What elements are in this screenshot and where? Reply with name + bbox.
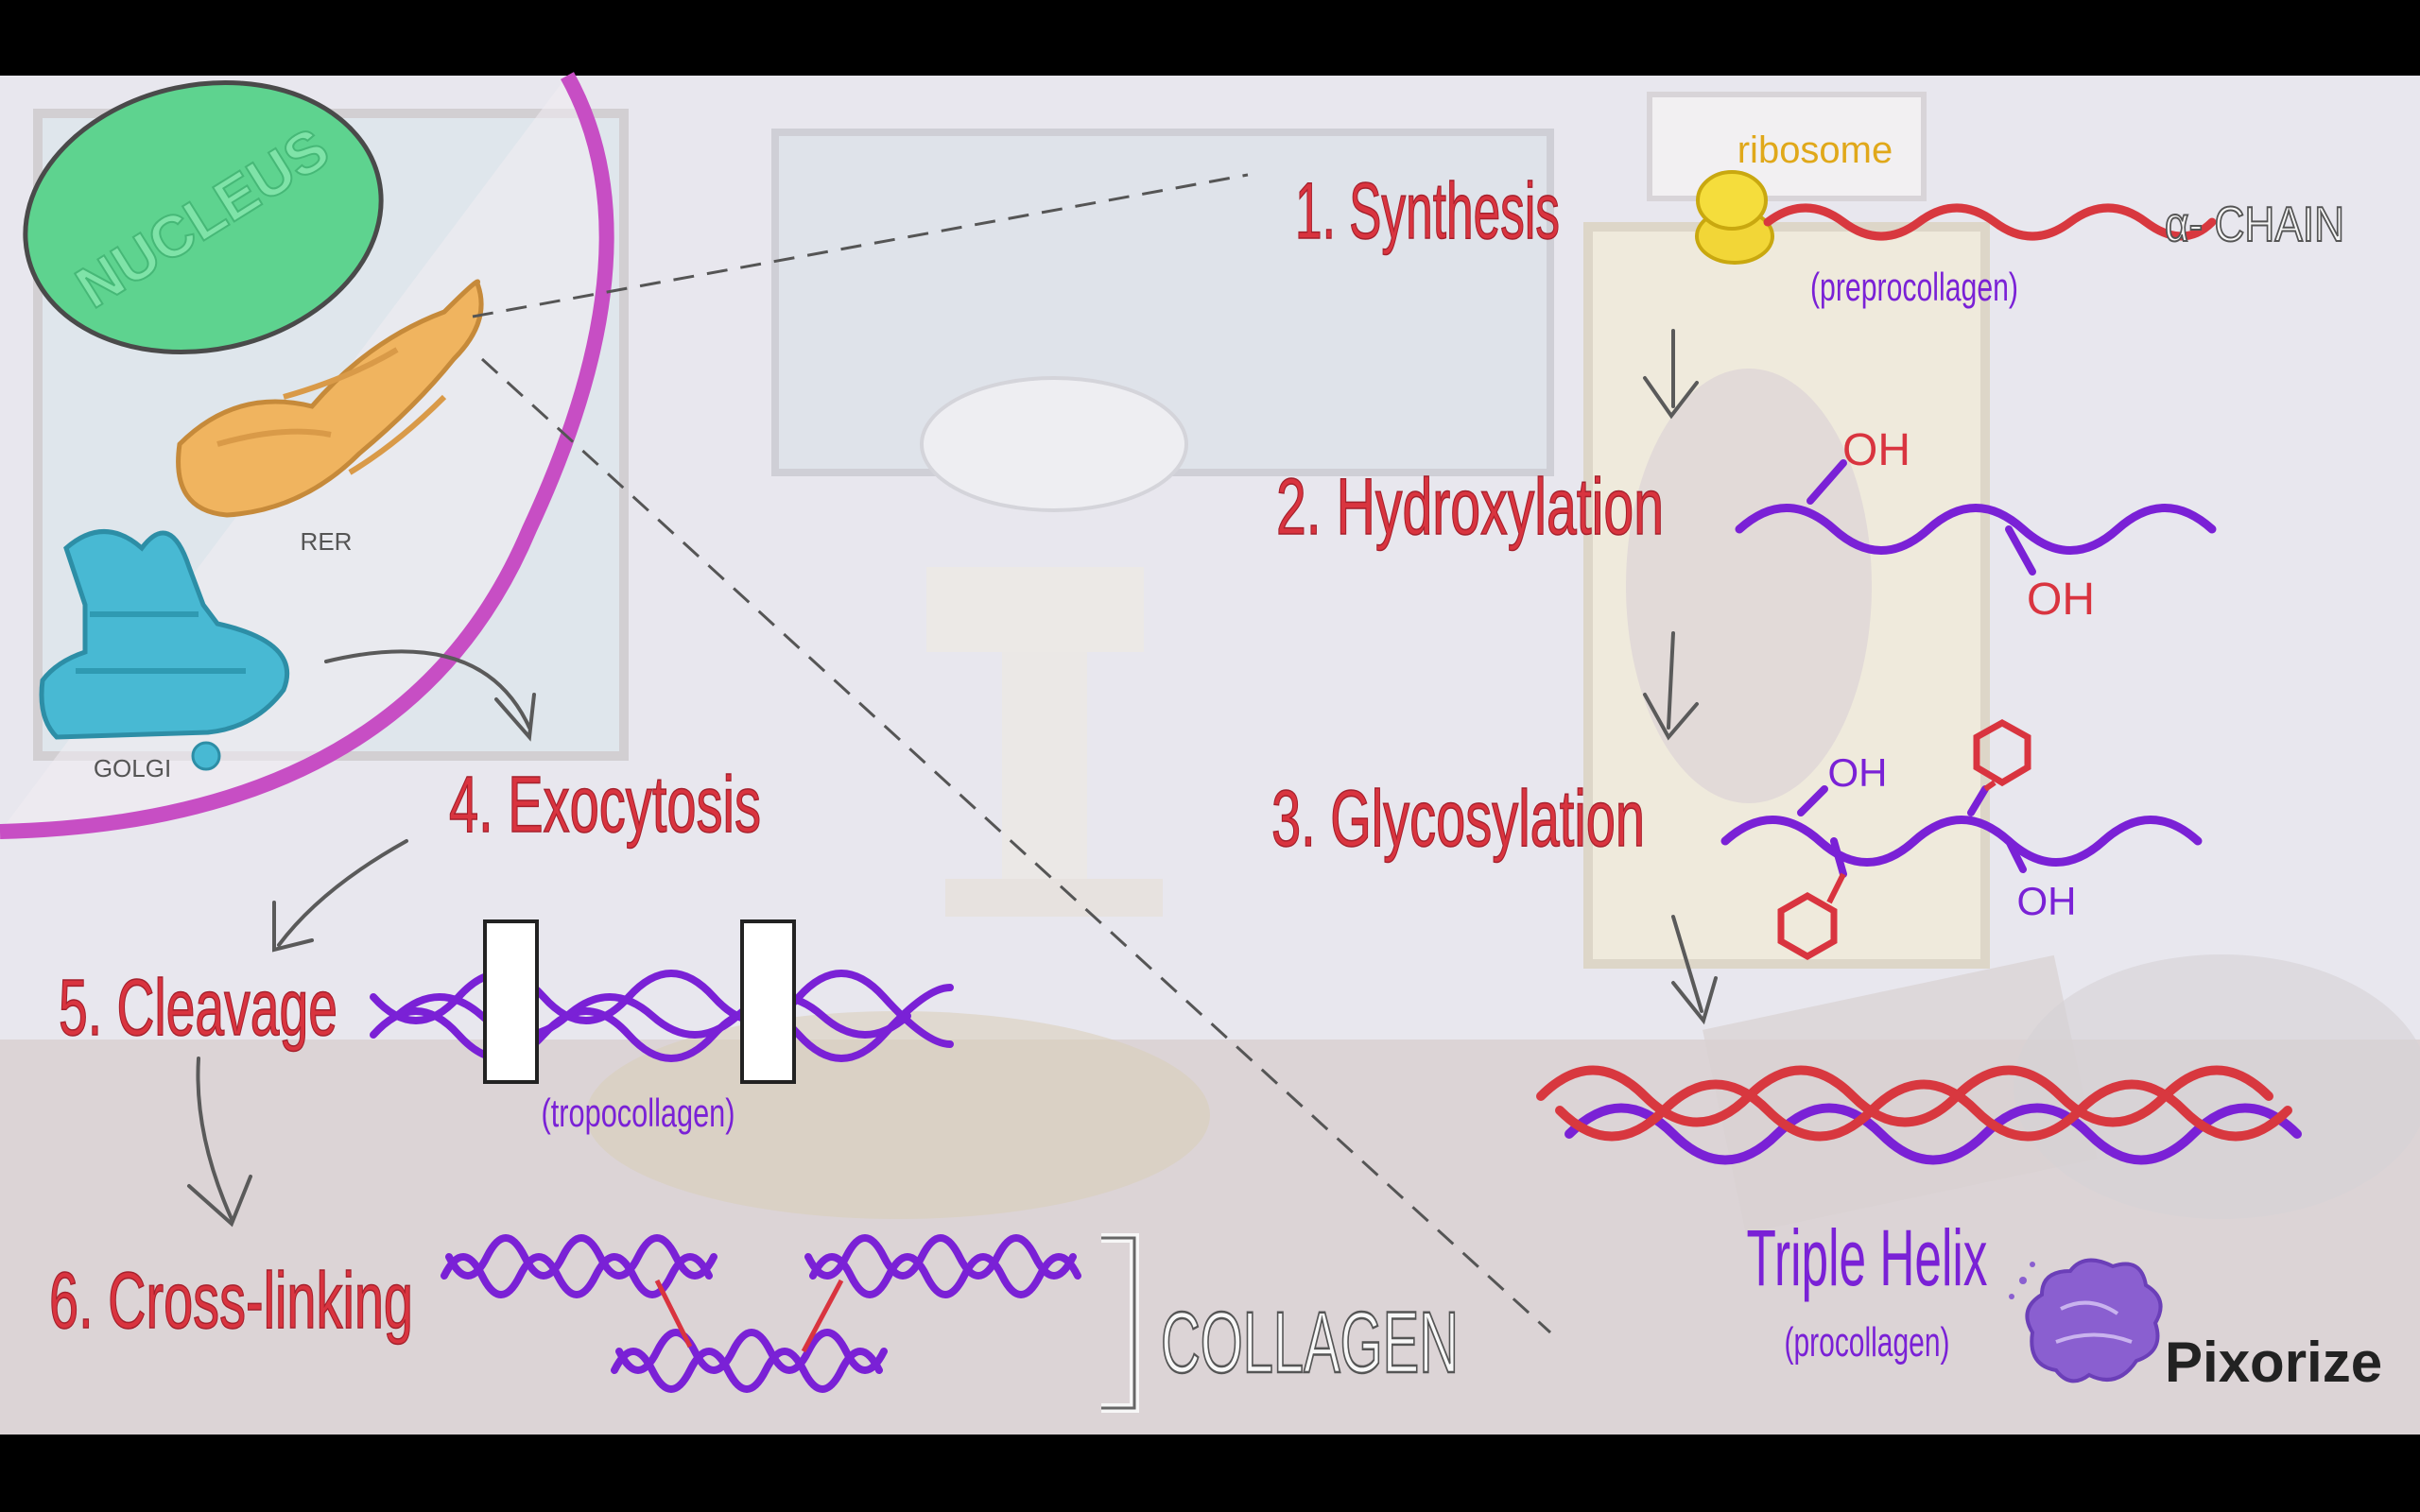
arrow-2-to-3: [1643, 631, 1699, 741]
cleavage-cut-left: [483, 919, 539, 1084]
arrow-golgi-to-exocytosis: [324, 649, 536, 742]
crosslink-bond-left: [654, 1279, 693, 1349]
brain-icon: [2009, 1258, 2163, 1383]
crosslink-bond-right: [801, 1279, 844, 1353]
preprocollagen-label: (preprocollagen): [1810, 265, 2018, 309]
arrow-cleavage-to-crosslinking: [187, 1057, 252, 1228]
arrow-1-to-2: [1643, 329, 1699, 420]
step-hydroxylation-label: 2. Hydroxylation: [1276, 462, 1664, 551]
top-letterbox: [0, 0, 2420, 76]
procollagen-label: (procollagen): [1785, 1319, 1950, 1366]
rer-label: RER: [301, 527, 353, 556]
glycosylated-chain: [1720, 816, 2203, 867]
glycosylation-detail: OH OH: [1720, 718, 2203, 961]
alpha-chain-label: α- CHAIN: [2165, 198, 2344, 252]
oh-label-glyco-2: OH: [2017, 879, 2077, 923]
step-synthesis-label: 1. Synthesis: [1295, 166, 1560, 255]
ribosome-label: ribosome: [1737, 129, 1893, 171]
hydroxylation-detail: OH OH: [1735, 425, 2217, 625]
step-cleavage-label: 5. Cleavage: [59, 963, 337, 1052]
tropocollagen-label: (tropocollagen): [542, 1091, 735, 1135]
collagen-label: COLLAGEN: [1161, 1295, 1459, 1391]
bottom-letterbox: [0, 1435, 2420, 1512]
sugar-ring-icon-bottom: [1777, 891, 1838, 961]
arrow-3-to-helix: [1671, 915, 1718, 1025]
step-arrows: [187, 329, 1718, 1228]
faded-background-scene: [0, 76, 2420, 1435]
hydroxylated-chain: [1735, 504, 2217, 555]
step-labels: 1. Synthesis 2. Hydroxylation 3. Glycosy…: [48, 165, 1665, 1346]
brand-name: Pixorize: [2165, 1331, 2382, 1394]
cell: NUCLEUS RER GOLGI: [0, 72, 614, 839]
triple-helix-label: Triple Helix: [1747, 1213, 1988, 1302]
sugar-ring-icon-top: [1973, 718, 2031, 787]
golgi-label: GOLGI: [94, 754, 171, 782]
zoom-dashed-lines: [472, 173, 1552, 1334]
oh-label-glyco-1: OH: [1828, 750, 1888, 795]
step-crosslinking-label: 6. Cross-linking: [49, 1256, 413, 1345]
rough-endoplasmic-reticulum: RER: [176, 279, 484, 556]
alpha-chain-strand: [1763, 203, 2217, 241]
oh-label-top: OH: [1842, 425, 1910, 475]
nucleus: NUCLEUS: [23, 79, 384, 355]
crosslinking-detail: COLLAGEN: [441, 1233, 1460, 1413]
synthesis-detail: ribosome α- CHAIN (preprocollagen): [1695, 129, 2345, 309]
triple-helix: [1536, 1065, 2302, 1165]
pixorize-logo: Pixorize: [2009, 1258, 2382, 1394]
cleavage-cut-right: [740, 919, 796, 1084]
arrow-exocytosis-to-cleavage: [272, 839, 408, 953]
cleavage-detail: (tropocollagen): [370, 919, 954, 1135]
golgi-apparatus: GOLGI: [39, 529, 290, 782]
step-exocytosis-label: 4. Exocytosis: [449, 760, 761, 849]
oh-label-bottom: OH: [2027, 575, 2095, 625]
step-glycosylation-label: 3. Glycosylation: [1271, 774, 1645, 863]
